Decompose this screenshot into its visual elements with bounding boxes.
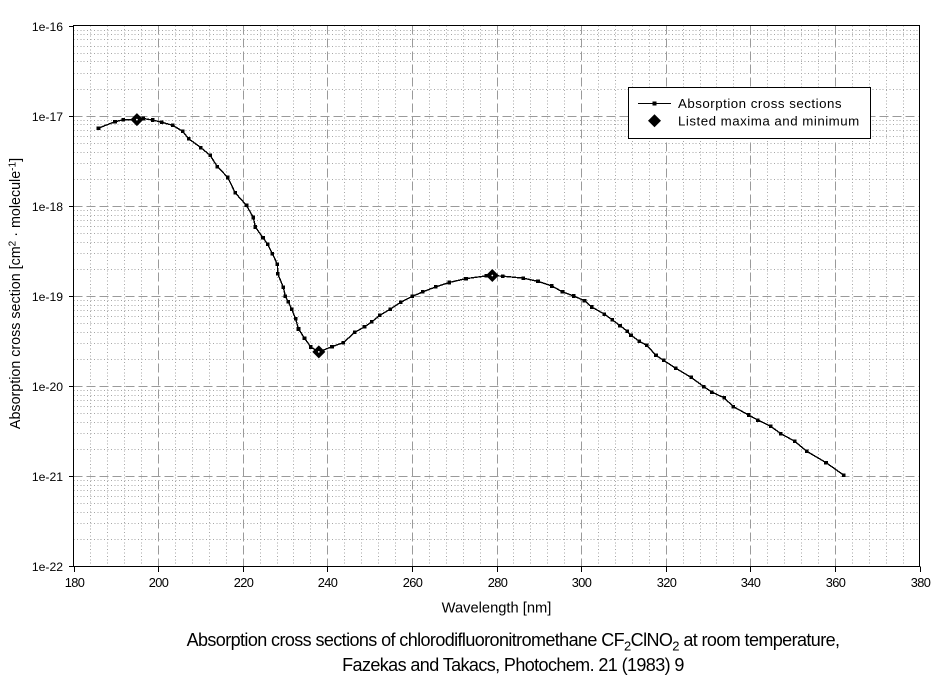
- svg-text:240: 240: [318, 575, 338, 590]
- svg-text:1e-17: 1e-17: [32, 110, 63, 124]
- svg-text:200: 200: [149, 575, 169, 590]
- svg-text:1e-19: 1e-19: [32, 290, 63, 304]
- svg-text:180: 180: [65, 575, 85, 590]
- svg-text:Wavelength [nm]: Wavelength [nm]: [442, 601, 552, 617]
- svg-text:340: 340: [741, 575, 761, 590]
- svg-text:Absorption cross section [cm2: Absorption cross section [cm2 · molecule…: [7, 158, 24, 429]
- svg-text:1e-18: 1e-18: [32, 200, 63, 214]
- svg-text:1e-21: 1e-21: [32, 470, 63, 484]
- svg-text:300: 300: [572, 575, 592, 590]
- svg-text:1e-22: 1e-22: [32, 560, 63, 574]
- svg-text:260: 260: [403, 575, 423, 590]
- svg-text:Absorption cross sections of c: Absorption cross sections of chlorodiflu…: [187, 630, 840, 654]
- svg-text:360: 360: [826, 575, 846, 590]
- svg-text:1e-20: 1e-20: [32, 380, 63, 394]
- svg-text:1e-16: 1e-16: [32, 20, 63, 34]
- svg-text:Absorption cross sections: Absorption cross sections: [678, 96, 842, 111]
- svg-text:320: 320: [657, 575, 677, 590]
- svg-text:Fazekas and Takacs, Photochem.: Fazekas and Takacs, Photochem. 21 (1983)…: [342, 655, 684, 675]
- svg-text:Listed maxima and minimum: Listed maxima and minimum: [678, 113, 860, 128]
- svg-text:220: 220: [234, 575, 254, 590]
- svg-text:380: 380: [911, 575, 931, 590]
- svg-text:280: 280: [488, 575, 508, 590]
